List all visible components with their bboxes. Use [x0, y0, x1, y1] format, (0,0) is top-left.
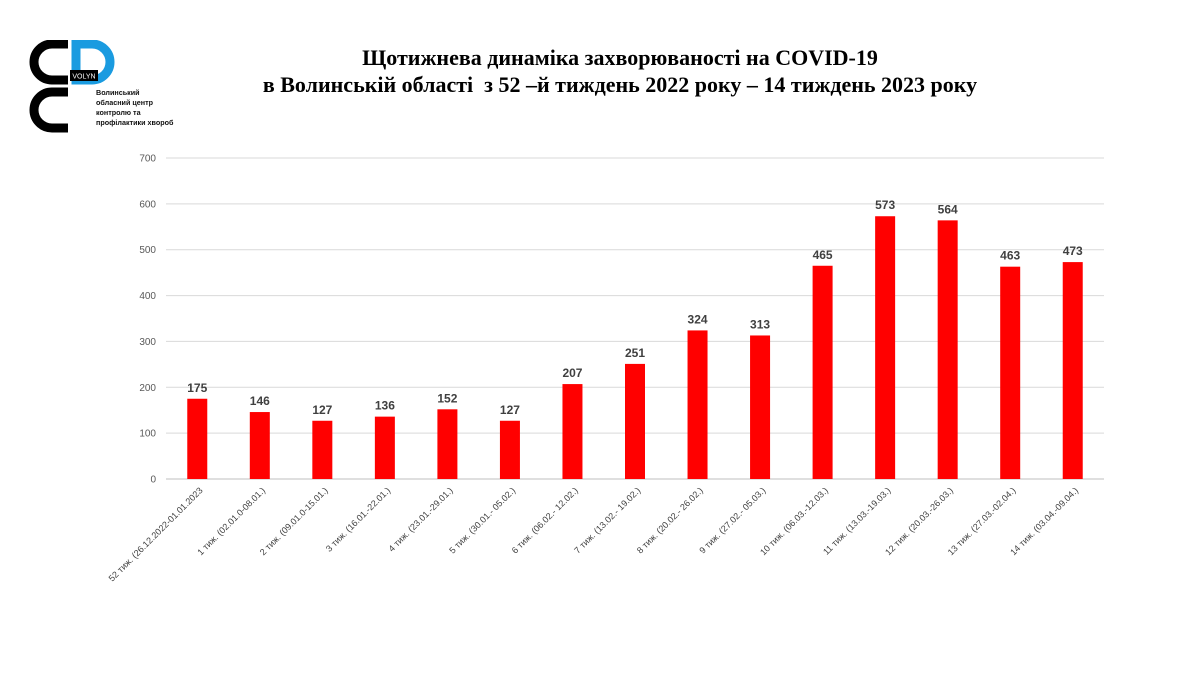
y-tick-label: 500 — [139, 245, 156, 256]
x-tick-label: 14 тиж. (03.04.-09.04.) — [1008, 485, 1080, 557]
data-label: 136 — [375, 399, 395, 413]
x-tick-label: 13 тиж. (27.03.-02.04.) — [946, 485, 1018, 557]
bar — [187, 398, 208, 479]
logo-text-line-4: профілактики хвороб — [96, 118, 174, 127]
bar — [687, 330, 708, 479]
x-tick-label: 1 тиж. (02.01.0-08.01.) — [195, 485, 267, 557]
bar — [437, 409, 458, 479]
x-tick-label: 11 тиж. (13.03.-19.03.) — [821, 485, 892, 556]
x-tick-label: 4 тиж. (23.01.-29.01.) — [386, 485, 454, 553]
data-label: 473 — [1063, 244, 1083, 258]
data-label: 175 — [187, 381, 207, 395]
bar — [499, 420, 520, 479]
bar — [562, 384, 583, 479]
data-label: 324 — [688, 312, 708, 326]
bar — [937, 220, 958, 479]
x-tick-label: 7 тиж. (13.02.- 19.02.) — [572, 485, 642, 555]
x-tick-label: 10 тиж. (06.03.-12.03.) — [758, 485, 830, 557]
bar — [249, 412, 270, 479]
bar — [750, 335, 771, 479]
logo: VOLYN Волинський обласний центр контролю… — [22, 39, 174, 140]
bar — [625, 363, 645, 479]
y-tick-label: 600 — [139, 199, 156, 210]
logo-badge: VOLYN — [72, 74, 95, 81]
y-tick-label: 200 — [139, 383, 156, 394]
data-labels: 175 146 127 136 152 127 207 251 324 313 465 573 564 4… — [187, 198, 1083, 417]
x-tick-label: 5 тиж. (30.01.- 05.02.) — [447, 485, 517, 555]
x-tick-label: 6 тиж. (06.02.- 12.02.) — [510, 485, 580, 555]
y-tick-label: 100 — [139, 429, 156, 440]
y-tick-label: 700 — [139, 154, 156, 165]
bars — [187, 216, 1083, 479]
x-tick-label: 12 тиж. (20.03.-26.03.) — [883, 485, 955, 557]
x-tick-label: 9 тиж. (27.02.- 05.03.) — [697, 485, 767, 555]
bar — [812, 265, 833, 479]
y-tick-label: 0 — [150, 475, 156, 486]
chart-title-line-2: в Волинській області з 52 –й тиждень 202… — [262, 72, 978, 97]
x-tick-label: 52 тиж. (26.12.2022-01.01.2023 — [107, 485, 205, 583]
logo-text-line-3: контролю та — [96, 108, 141, 117]
data-label: 573 — [875, 198, 895, 212]
x-tick-label: 8 тиж. (20.02.- 26.02.) — [635, 485, 705, 555]
y-tick-label: 300 — [139, 337, 156, 348]
data-label: 152 — [437, 391, 457, 405]
data-label: 313 — [750, 317, 770, 331]
y-axis: 0 100 200 300 400 500 600 700 — [139, 154, 156, 486]
data-label: 127 — [312, 403, 332, 417]
cdc-logo-mark: VOLYN — [29, 39, 115, 133]
data-label: 251 — [625, 346, 645, 360]
data-label: 463 — [1000, 249, 1020, 263]
data-label: 207 — [562, 366, 582, 380]
logo-text-line-1: Волинський — [96, 88, 140, 97]
data-label: 146 — [250, 394, 270, 408]
y-tick-label: 400 — [139, 291, 156, 302]
bar — [374, 416, 395, 479]
data-label: 465 — [813, 248, 833, 262]
x-tick-label: 2 тиж. (09.01.0-15.01.) — [258, 485, 330, 557]
bar — [312, 420, 333, 479]
chart-title-line-1: Щотижнева динаміка захворюваності на COV… — [362, 45, 878, 70]
chart-title: Щотижнева динаміка захворюваності на COV… — [160, 44, 1080, 98]
bar — [1062, 262, 1083, 479]
data-label: 564 — [938, 202, 958, 216]
x-tick-label: 3 тиж. (16.01.-22.01.) — [324, 485, 392, 553]
bar — [1000, 266, 1021, 479]
data-label: 127 — [500, 403, 520, 417]
bar — [875, 216, 896, 479]
logo-text-line-2: обласний центр — [96, 98, 154, 107]
